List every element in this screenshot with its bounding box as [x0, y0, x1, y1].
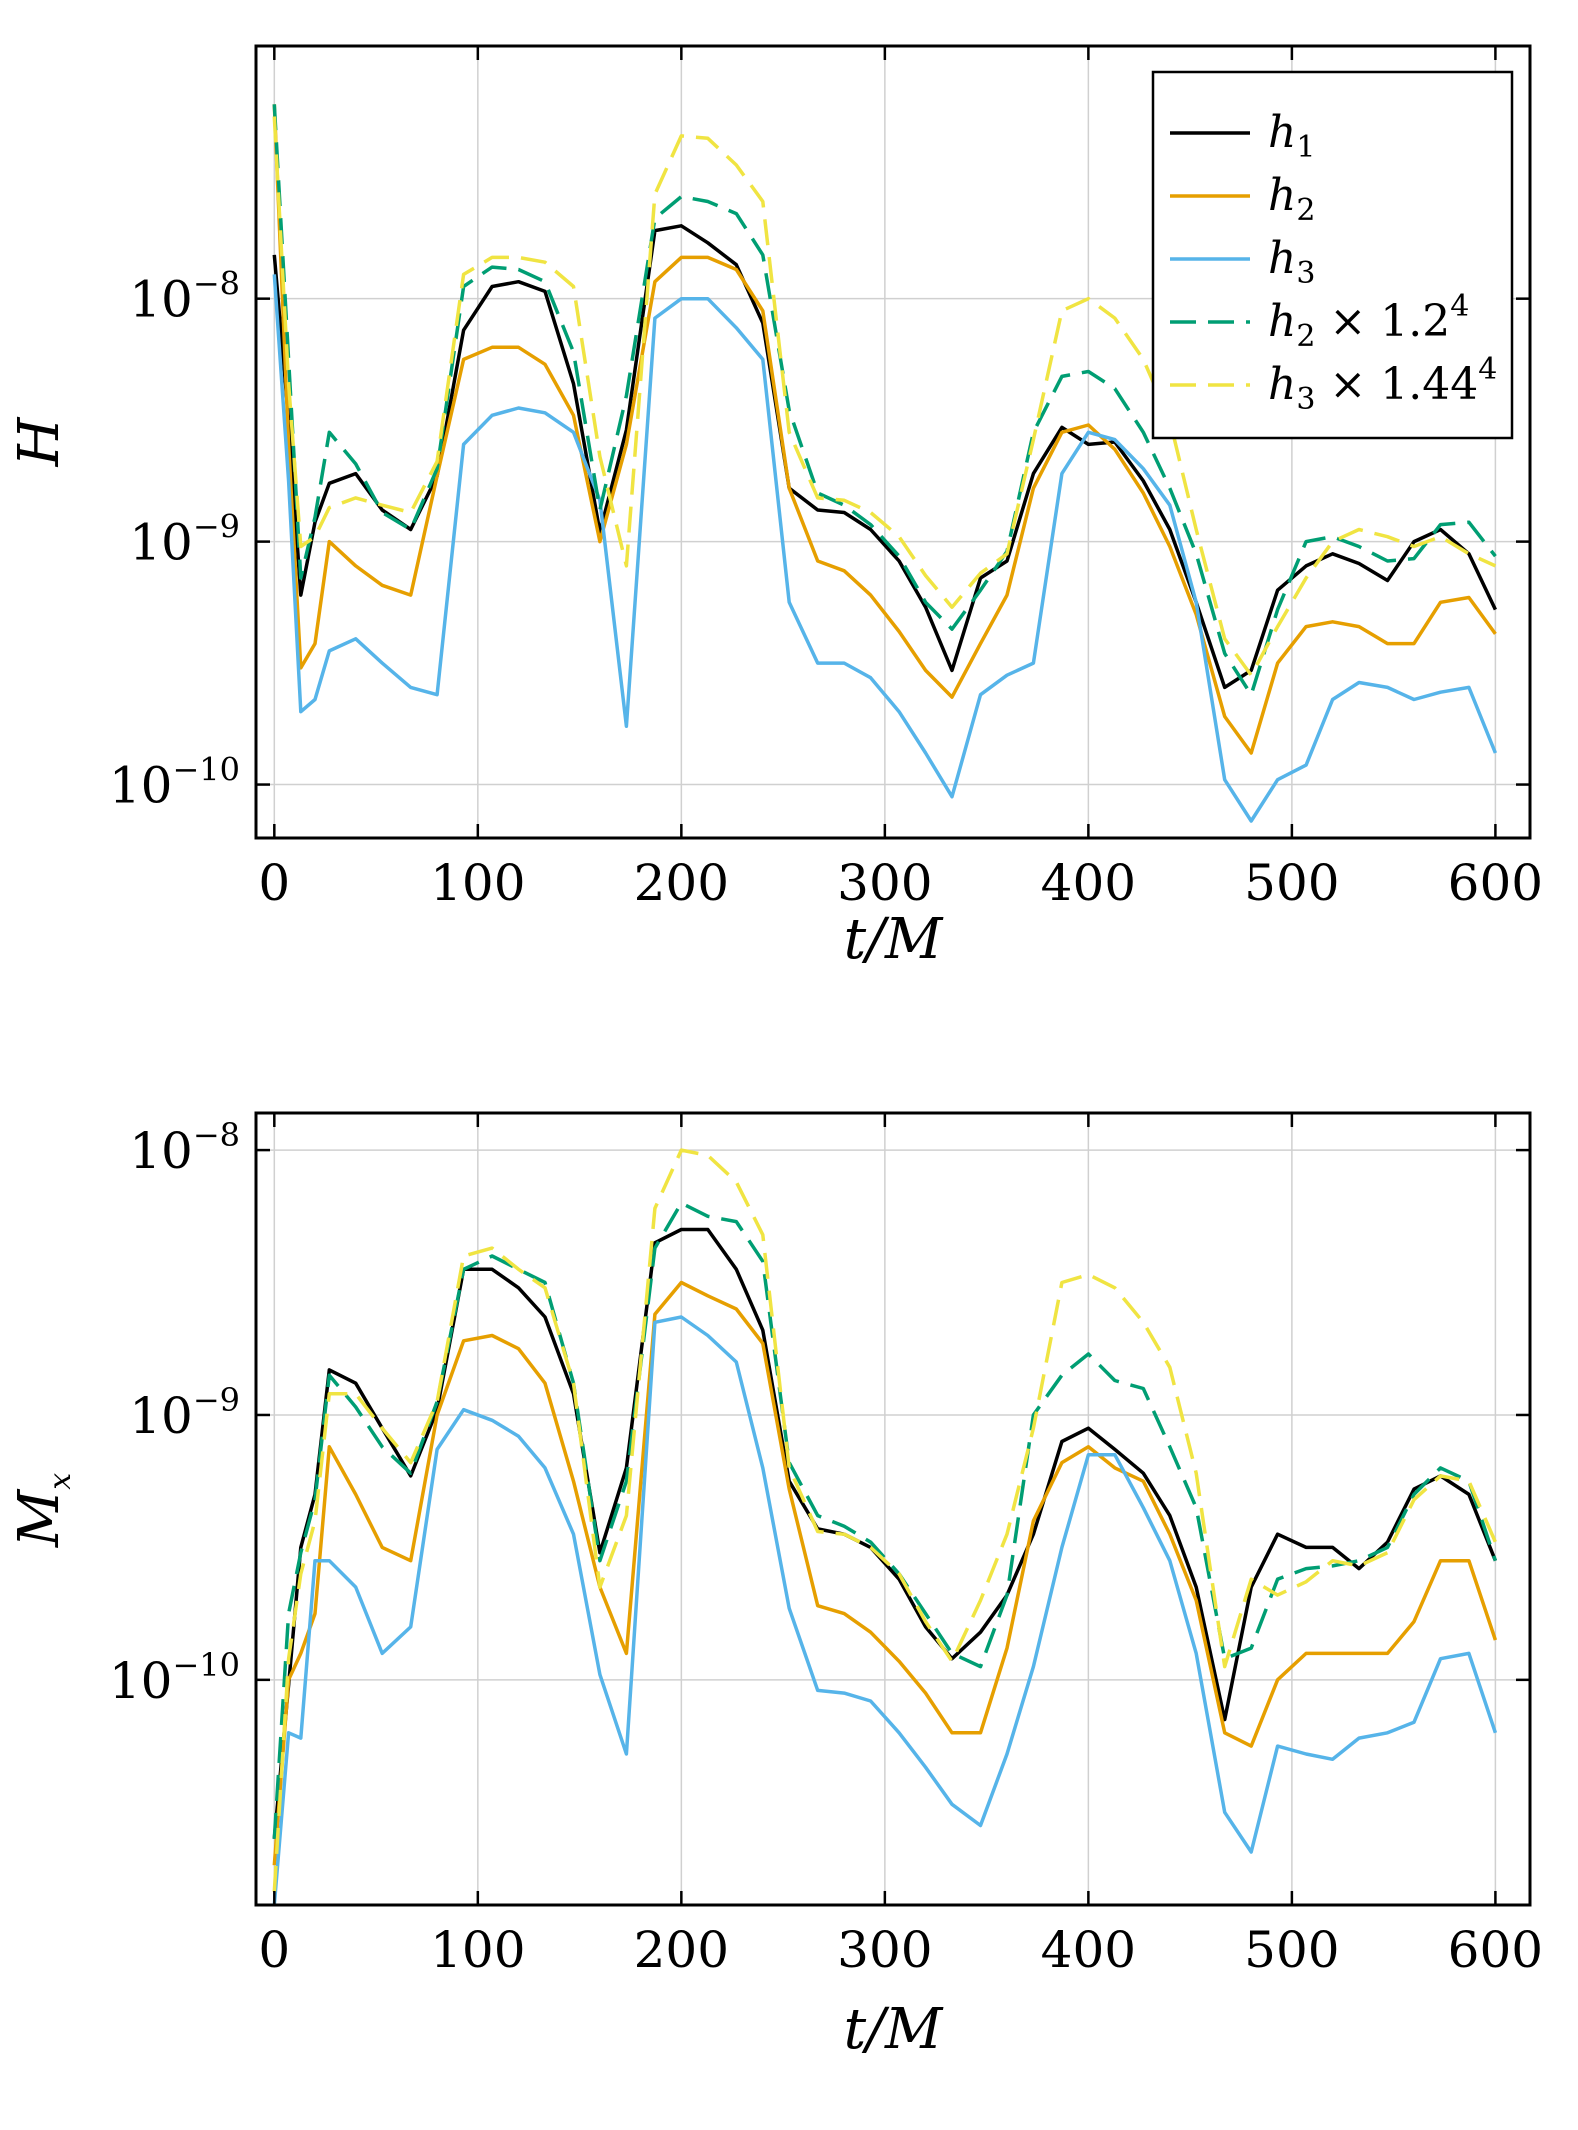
legend-label-h2: h2	[1268, 170, 1315, 228]
legend-label-exponent: 4	[1450, 289, 1469, 324]
top-series-h2	[272, 104, 1497, 755]
legend-label-h3: h3	[1268, 233, 1315, 291]
bottom-series	[272, 1148, 1498, 1906]
top-series-h1	[272, 224, 1497, 690]
top-ytick-label: 10−8	[129, 265, 240, 329]
top-series	[272, 104, 1498, 823]
legend-label-factor: × 1.44	[1315, 359, 1478, 410]
top-xlabel: t/M	[844, 907, 944, 972]
bottom-xlabel: t/M	[844, 1997, 944, 2062]
bottom-ytick-label: 10−10	[109, 1646, 240, 1710]
legend-label-subscript: 3	[1296, 382, 1315, 417]
bottom-xtick-label: 500	[1244, 1921, 1339, 1979]
bottom-grid	[256, 1113, 1530, 1905]
bottom-series-h3	[272, 1315, 1498, 1906]
legend-label-base: h	[1268, 296, 1296, 347]
legend-label-base: h	[1268, 170, 1296, 221]
top-plot-frame	[254, 44, 1532, 840]
top-xtick-label: 300	[837, 854, 932, 912]
legend-label-h2_scaled: h2 × 1.24	[1268, 289, 1469, 354]
bottom-series-h3_scaled	[272, 1148, 1498, 1892]
bottom-ylabel: Mx	[7, 1473, 78, 1548]
legend-label-exponent: 4	[1478, 352, 1497, 387]
top-xtick-label: 600	[1448, 854, 1543, 912]
ytick-exponent: −10	[172, 751, 240, 789]
top-ytick-label: 10−9	[129, 508, 240, 572]
bottom-xtick-label: 200	[634, 1921, 729, 1979]
top-xtick-label: 200	[634, 854, 729, 912]
legend-label-factor: × 1.2	[1315, 296, 1450, 347]
bottom-ytick-label: 10−9	[129, 1381, 240, 1445]
top-series-h3_scaled	[272, 116, 1497, 677]
ytick-base: 10	[129, 514, 193, 572]
top-ylabel-text: H	[7, 416, 72, 467]
ytick-base: 10	[129, 1387, 193, 1445]
ytick-exponent: −9	[193, 1381, 240, 1419]
bottom-xtick-label: 300	[837, 1921, 932, 1979]
ytick-base: 10	[109, 1652, 173, 1710]
legend-label-subscript: 2	[1296, 319, 1315, 354]
bottom-ylabel-text: M	[7, 1488, 72, 1548]
bottom-ylabel-subscript: x	[43, 1473, 78, 1490]
top-series-h2_scaled	[272, 104, 1497, 697]
ytick-exponent: −9	[193, 508, 240, 546]
ytick-exponent: −8	[193, 1116, 240, 1154]
bottom-xtick-label: 400	[1041, 1921, 1136, 1979]
top-ylabel: H	[7, 416, 72, 467]
ytick-exponent: −10	[172, 1646, 240, 1684]
legend-label-h1: h1	[1268, 107, 1315, 165]
bottom-plot-background	[256, 1113, 1530, 1905]
legend-label-base: h	[1268, 107, 1296, 158]
legend-label-subscript: 2	[1296, 193, 1315, 228]
bottom-xtick-label: 100	[430, 1921, 525, 1979]
ytick-base: 10	[129, 1122, 193, 1180]
legend-label-base: h	[1268, 233, 1296, 284]
top-xtick-label: 100	[430, 854, 525, 912]
top-series-h3	[272, 274, 1498, 823]
top-xtick-label: 500	[1244, 854, 1339, 912]
bottom-plot-frame	[254, 1111, 1532, 1907]
top-grid	[256, 46, 1530, 838]
bottom-ytick-label: 10−8	[129, 1116, 240, 1180]
legend-label-base: h	[1268, 359, 1296, 410]
top-xtick-label: 400	[1041, 854, 1136, 912]
ytick-exponent: −8	[193, 265, 240, 303]
legend-label-subscript: 1	[1296, 130, 1315, 165]
legend-label-subscript: 3	[1296, 256, 1315, 291]
bottom-xtick-label: 0	[258, 1921, 290, 1979]
ytick-base: 10	[129, 271, 193, 329]
bottom-series-h2	[272, 1280, 1498, 1866]
legend-label-h3_scaled: h3 × 1.444	[1268, 352, 1497, 417]
ytick-base: 10	[109, 757, 173, 815]
top-ytick-label: 10−10	[109, 751, 240, 815]
bottom-xtick-label: 600	[1448, 1921, 1543, 1979]
top-xtick-label: 0	[258, 854, 290, 912]
